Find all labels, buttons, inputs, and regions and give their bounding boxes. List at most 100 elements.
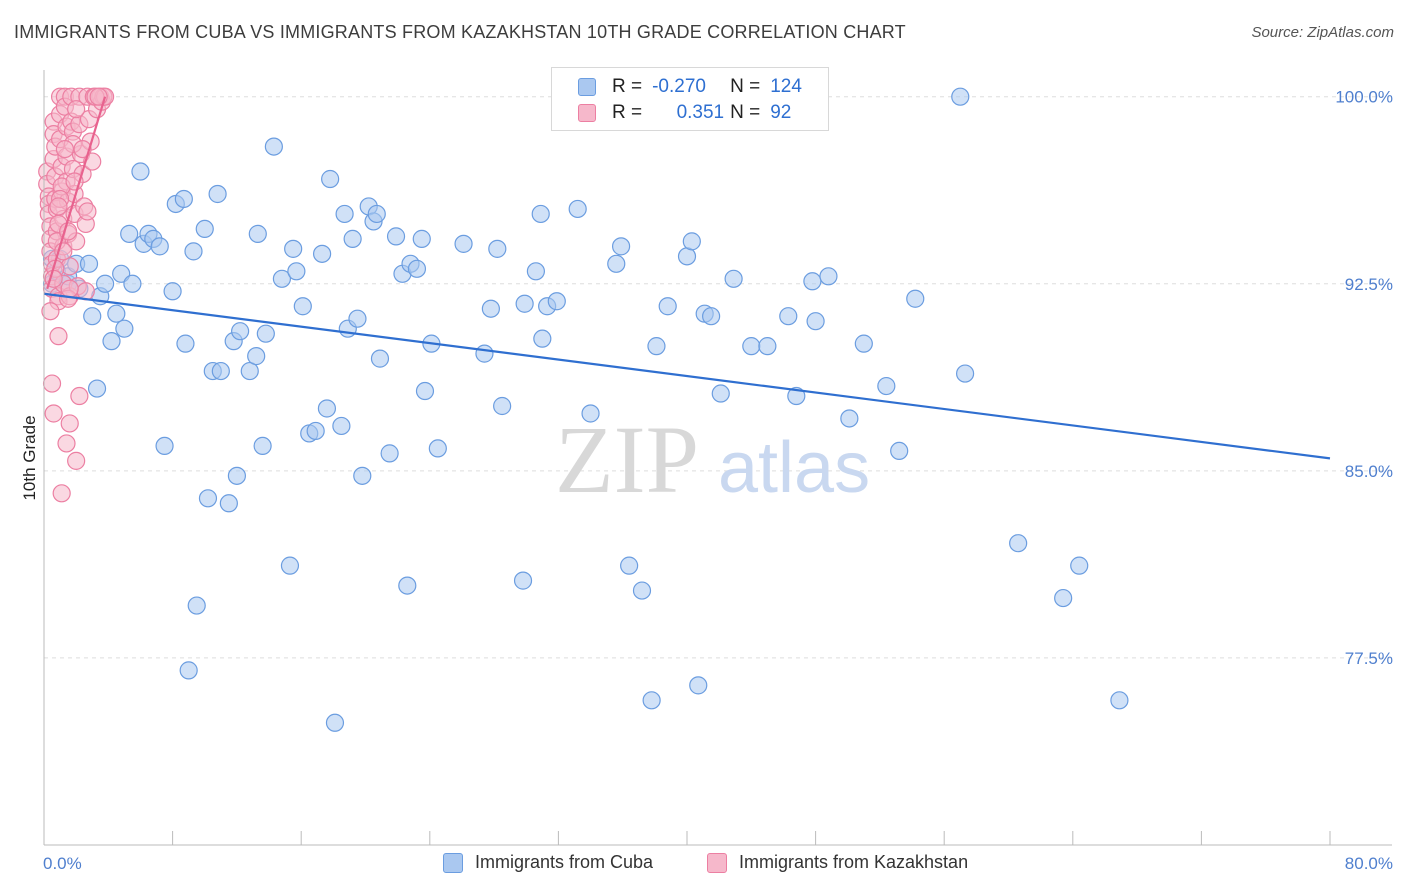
cuba-point <box>370 349 390 368</box>
kazakhstan-point <box>73 139 92 159</box>
cuba-point <box>803 272 822 291</box>
cuba-point <box>488 239 507 258</box>
cuba-point <box>647 337 666 356</box>
cuba-point <box>547 292 566 311</box>
cuba-point <box>611 237 631 256</box>
kazakhstan-point <box>49 327 68 346</box>
x-tick-label-max: 80.0% <box>1345 854 1393 873</box>
cuba-point <box>321 169 340 189</box>
x-tick-label-min: 0.0% <box>43 854 82 873</box>
bottom-legend-swatch-cuba <box>443 852 463 873</box>
legend-r-label: R = <box>612 76 643 97</box>
cuba-point <box>854 334 873 353</box>
cuba-point <box>642 691 661 710</box>
cuba-point <box>306 421 325 441</box>
cuba-point <box>454 234 473 253</box>
kazakhstan-point <box>60 279 79 298</box>
legend-r-label: R = <box>612 102 643 123</box>
watermark-zip: ZIP <box>555 406 699 513</box>
cuba-point <box>280 556 300 575</box>
bottom-legend-kazakhstan: Immigrants from Kazakhstan <box>707 852 968 873</box>
y-axis-title: 10th Grade <box>20 415 39 500</box>
cuba-point <box>658 297 677 316</box>
cuba-point <box>247 347 266 366</box>
cuba-trend-line <box>43 292 1331 460</box>
cuba-point <box>211 361 230 381</box>
chart-title: IMMIGRANTS FROM CUBA VS IMMIGRANTS FROM … <box>14 22 906 42</box>
cuba-point <box>1054 588 1073 608</box>
cuba-point <box>163 282 182 301</box>
bottom-legend-label-kazakhstan: Immigrants from Kazakhstan <box>739 852 969 872</box>
cuba-point <box>115 319 134 338</box>
cuba-point <box>1110 691 1129 710</box>
cuba-point <box>787 386 806 406</box>
cuba-point <box>531 204 550 224</box>
cuba-point <box>819 267 838 286</box>
source-label: Source: ZipAtlas.com <box>1251 24 1394 41</box>
cuba-point <box>150 237 169 256</box>
cuba-point <box>79 254 99 273</box>
kazakhstan-point <box>67 100 86 119</box>
cuba-point <box>348 309 367 328</box>
cuba-point <box>412 229 431 248</box>
cuba-point <box>335 204 354 224</box>
bottom-legend-cuba: Immigrants from Cuba <box>443 852 653 873</box>
kazakhstan-point <box>83 152 102 171</box>
cuba-point <box>264 137 283 156</box>
points <box>38 87 1129 732</box>
cuba-point <box>890 441 909 460</box>
cuba-point <box>689 676 708 695</box>
legend-swatch-cuba <box>578 78 596 96</box>
cuba-point <box>332 416 351 436</box>
kazakhstan-point <box>55 139 74 159</box>
cuba-point <box>120 224 139 243</box>
cuba-point <box>398 576 417 595</box>
cuba-point <box>367 204 386 224</box>
cuba-point <box>1009 534 1028 553</box>
cuba-point <box>219 494 238 513</box>
cuba-point <box>779 307 798 326</box>
cuba-point <box>293 297 312 316</box>
watermark-atlas: atlas <box>718 428 870 508</box>
legend-r-value: 0.351 <box>676 102 725 123</box>
cuba-point <box>83 307 102 326</box>
cuba-point <box>682 232 701 251</box>
kazakhstan-point <box>41 302 60 321</box>
cuba-point <box>951 87 970 106</box>
cuba-point <box>131 162 150 181</box>
cuba-point <box>806 312 825 331</box>
cuba-point <box>95 274 115 293</box>
cuba-point <box>742 337 761 356</box>
cuba-point <box>123 274 142 293</box>
y-tick-label: 85.0% <box>1345 462 1393 481</box>
axes: 100.0% 92.5% 85.0% 77.5% <box>43 70 1393 846</box>
cuba-point <box>724 269 743 288</box>
cuba-point <box>513 571 533 590</box>
cuba-point <box>176 334 195 353</box>
bottom-legend-label-cuba: Immigrants from Cuba <box>475 852 654 872</box>
cuba-point <box>415 381 435 401</box>
cuba-point <box>386 227 406 246</box>
kazakhstan-point <box>78 202 97 221</box>
cuba-point <box>87 379 107 398</box>
kazakhstan-point <box>70 386 89 406</box>
cuba-point <box>758 337 777 356</box>
cuba-point <box>317 399 337 418</box>
cuba-point <box>877 376 896 396</box>
cuba-point <box>256 324 275 343</box>
y-tick-label: 77.5% <box>1345 649 1393 668</box>
legend-swatch-kazakhstan <box>578 104 596 122</box>
kazakhstan-point <box>44 404 63 423</box>
kazakhstan-point <box>42 374 62 393</box>
legend-n-value: 92 <box>770 102 792 123</box>
legend-row-cuba: R = -0.270 N = 124 <box>578 74 802 100</box>
cuba-point <box>102 332 121 351</box>
cuba-point <box>287 262 306 281</box>
cuba-point <box>353 466 372 485</box>
cuba-point <box>198 489 218 508</box>
cuba-point <box>533 329 552 348</box>
kazakhstan-point <box>76 282 95 301</box>
cuba-point <box>208 184 227 204</box>
cuba-point <box>906 289 925 308</box>
